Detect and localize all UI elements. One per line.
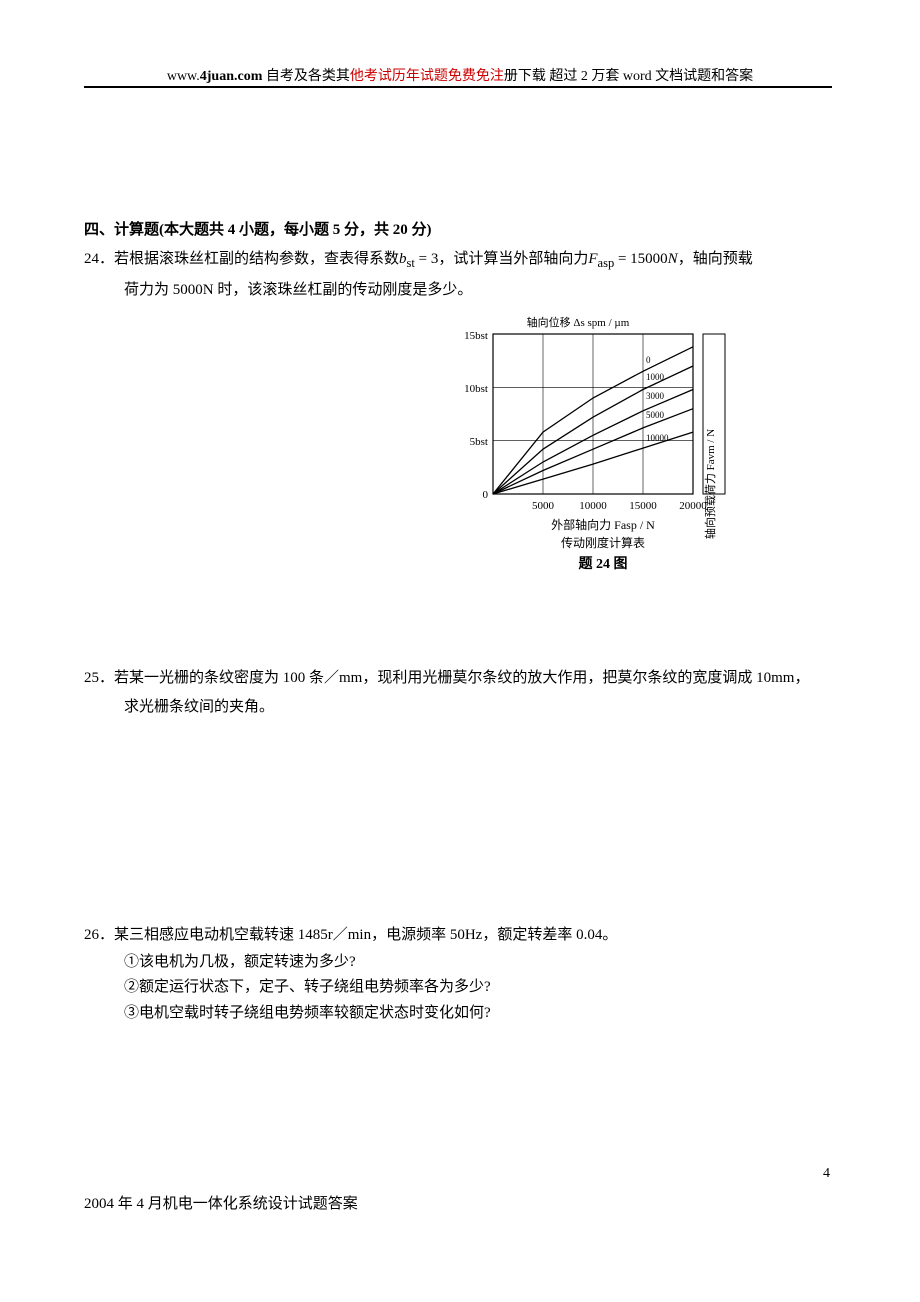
svg-text:题 24 图: 题 24 图	[579, 556, 628, 572]
q24-text2: ，试计算当外部轴向力	[438, 251, 588, 267]
q24-formula1-var: b	[399, 251, 407, 267]
q24-text1: 若根据滚珠丝杠副的结构参数，查表得系数	[114, 251, 399, 267]
svg-text:0: 0	[483, 489, 489, 501]
page-header: www.4juan.com 自考及各类其他考试历年试题免费免注册下载 超过 2 …	[0, 65, 920, 85]
header-text1: 自考及各类其	[262, 69, 350, 84]
q26-sub2: ②额定运行状态下，定子、转子绕组电势频率各为多少?	[84, 975, 832, 1001]
q24-label: 24．	[84, 251, 114, 267]
q25-label: 25．	[84, 670, 114, 686]
header-text2: 册下载 超过 2 万套 word 文档试题和答案	[504, 69, 753, 84]
chart-container: 轴向位移 Δs spm / µm 15bst 10bst 5bst 0 5000…	[364, 314, 832, 594]
svg-text:3000: 3000	[646, 391, 665, 401]
content-area: 四、计算题(本大题共 4 小题，每小题 5 分，共 20 分) 24．若根据滚珠…	[84, 218, 832, 1034]
q24-formula2-var: F	[588, 251, 597, 267]
svg-text:5bst: 5bst	[470, 436, 488, 448]
svg-text:外部轴向力 Fasp / N: 外部轴向力 Fasp / N	[551, 517, 655, 532]
svg-text:传动刚度计算表: 传动刚度计算表	[561, 535, 645, 550]
q24-line2: 荷力为 5000N 时，该滚珠丝杠副的传动刚度是多少。	[84, 276, 832, 305]
svg-text:10bst: 10bst	[464, 383, 488, 395]
q25-text1: 若某一光栅的条纹密度为 100 条／mm，现利用光栅莫尔条纹的放大作用，把莫尔条…	[114, 670, 809, 686]
header-text-red: 他考试历年试题免费免注	[350, 69, 504, 84]
svg-text:15bst: 15bst	[464, 330, 488, 342]
q24-text3: ，轴向预载	[678, 251, 753, 267]
svg-text:5000: 5000	[646, 410, 665, 420]
answer-line: 2004 年 4 月机电一体化系统设计试题答案	[84, 1192, 358, 1213]
q24-formula2-unit: N	[668, 251, 678, 267]
question-24: 24．若根据滚珠丝杠副的结构参数，查表得系数bst = 3，试计算当外部轴向力F…	[84, 245, 832, 304]
q25-line2: 求光栅条纹间的夹角。	[84, 693, 832, 722]
q26-sub3: ③电机空载时转子绕组电势频率较额定状态时变化如何?	[84, 1001, 832, 1027]
header-domain: 4juan.com	[200, 69, 263, 84]
section-title: 四、计算题(本大题共 4 小题，每小题 5 分，共 20 分)	[84, 218, 832, 239]
page-number: 4	[823, 1166, 830, 1182]
svg-text:5000: 5000	[532, 500, 555, 512]
q24-formula2-sub: asp	[598, 256, 615, 270]
svg-text:轴向位移 Δs spm / µm: 轴向位移 Δs spm / µm	[527, 315, 630, 329]
q26-label: 26．	[84, 927, 114, 943]
q24-formula1-sub: st	[407, 256, 415, 270]
q26-sub1: ①该电机为几极，额定转速为多少?	[84, 950, 832, 976]
header-prefix: www.	[167, 69, 200, 84]
question-25: 25．若某一光栅的条纹密度为 100 条／mm，现利用光栅莫尔条纹的放大作用，把…	[84, 664, 832, 721]
svg-text:10000: 10000	[579, 500, 607, 512]
q24-formula1-eq: = 3	[415, 251, 438, 267]
q26-text1: 某三相感应电动机空载转速 1485r／min，电源频率 50Hz，额定转差率 0…	[114, 927, 617, 943]
q24-formula2-eq: = 15000	[614, 251, 667, 267]
svg-text:1000: 1000	[646, 372, 665, 382]
svg-text:20000: 20000	[679, 500, 707, 512]
svg-text:10000: 10000	[646, 433, 669, 443]
header-underline	[84, 86, 832, 88]
svg-text:0: 0	[646, 355, 651, 365]
chart-svg: 轴向位移 Δs spm / µm 15bst 10bst 5bst 0 5000…	[443, 314, 753, 594]
svg-text:15000: 15000	[629, 500, 657, 512]
question-26: 26．某三相感应电动机空载转速 1485r／min，电源频率 50Hz，额定转差…	[84, 921, 832, 1026]
svg-text:轴向预载荷力 Favm / N: 轴向预载荷力 Favm / N	[703, 429, 717, 539]
